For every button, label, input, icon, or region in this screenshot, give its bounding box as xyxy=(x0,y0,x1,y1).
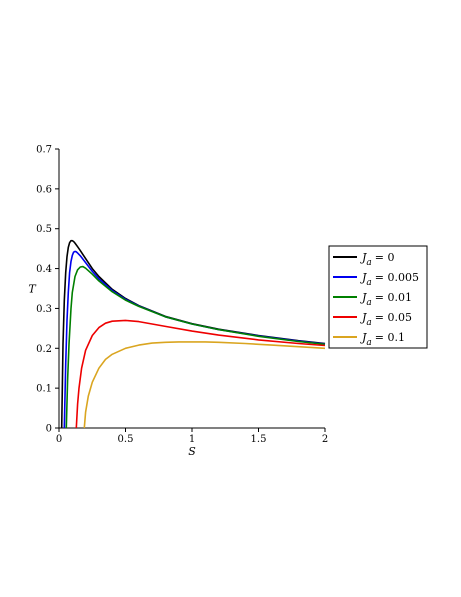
x-tick-label: 0.5 xyxy=(118,434,134,445)
legend-label: Ja = 0.05 xyxy=(360,311,412,328)
x-tick-label: 0 xyxy=(56,434,62,445)
legend-value: = 0.005 xyxy=(375,271,419,284)
legend-subscript: a xyxy=(366,278,371,288)
legend-subscript: a xyxy=(366,298,371,308)
y-tick-label: 0.5 xyxy=(36,224,52,235)
legend-label: Ja = 0.01 xyxy=(360,291,412,308)
legend-label: Ja = 0 xyxy=(360,251,395,268)
x-ticks: 0 0.5 1 1.5 2 xyxy=(56,428,328,445)
legend-subscript: a xyxy=(366,318,371,328)
plot-area: 0 0.5 1 1.5 2 0 0.1 0.2 0.3 0.4 0.5 0.6 0.7 xyxy=(36,145,328,446)
legend-label: Ja = 0.005 xyxy=(360,271,419,288)
x-tick-label: 1.5 xyxy=(251,434,267,445)
y-tick-label: 0.7 xyxy=(36,145,52,156)
x-tick-label: 2 xyxy=(322,434,328,445)
legend-value: = 0 xyxy=(375,251,395,264)
legend-subscript: a xyxy=(366,258,371,268)
legend-value: = 0.01 xyxy=(375,291,412,304)
x-axis-title: S xyxy=(188,445,196,458)
legend-symbol: J xyxy=(360,311,367,324)
legend: Ja = 0 Ja = 0.005 Ja = 0.01 Ja = 0.05 Ja = 0.1 xyxy=(328,245,428,349)
legend-symbol: J xyxy=(360,251,367,264)
series-line-3 xyxy=(75,319,326,429)
y-tick-label: 0.1 xyxy=(36,384,52,395)
series-line-2 xyxy=(65,265,326,429)
y-tick-label: 0.4 xyxy=(36,264,52,275)
y-axis-title: T xyxy=(28,283,37,296)
y-ticks: 0 0.1 0.2 0.3 0.4 0.5 0.6 0.7 xyxy=(36,145,59,435)
series-line-4 xyxy=(83,341,326,429)
legend-items: Ja = 0 Ja = 0.005 Ja = 0.01 Ja = 0.05 Ja = 0.1 xyxy=(333,251,419,348)
y-tick-label: 0.2 xyxy=(36,344,52,355)
legend-value: = 0.1 xyxy=(375,331,405,344)
legend-label: Ja = 0.1 xyxy=(360,331,405,348)
legend-value: = 0.05 xyxy=(375,311,412,324)
x-tick-label: 1 xyxy=(189,434,195,445)
series-line-0 xyxy=(60,239,326,429)
legend-symbol: J xyxy=(360,271,367,284)
legend-subscript: a xyxy=(366,338,371,348)
legend-symbol: J xyxy=(360,331,367,344)
legend-symbol: J xyxy=(360,291,367,304)
y-tick-label: 0.6 xyxy=(36,184,52,195)
y-tick-label: 0.3 xyxy=(36,304,52,315)
y-tick-label: 0 xyxy=(46,424,52,435)
series-lines xyxy=(60,239,326,429)
